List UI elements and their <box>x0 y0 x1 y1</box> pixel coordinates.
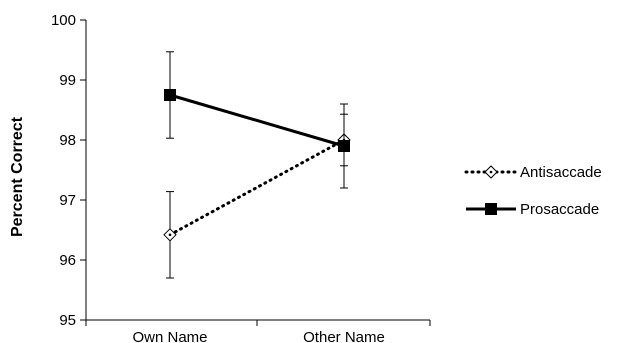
y-ticks: 95 96 97 98 99 100 <box>51 12 86 329</box>
legend: Antisaccade Prosaccade <box>464 164 602 218</box>
legend-marker <box>485 203 497 215</box>
legend-item-prosaccade: Prosaccade <box>466 201 599 218</box>
series-line <box>169 93 345 148</box>
data-point-center <box>168 233 172 237</box>
x-tick-label: Own Name <box>132 329 207 343</box>
legend-item-antisaccade: Antisaccade <box>464 164 602 181</box>
series-line <box>168 138 346 237</box>
series-prosaccade <box>164 51 350 189</box>
y-axis-title: Percent Correct <box>9 116 26 237</box>
data-point <box>164 89 176 101</box>
data-point <box>338 140 350 152</box>
legend-marker-center <box>489 170 493 174</box>
y-tick-label: 99 <box>59 72 76 89</box>
x-ticks: Own Name Other Name <box>85 320 431 343</box>
axes: 95 96 97 98 99 100 Own Name Other Name <box>51 12 431 343</box>
y-tick-label: 96 <box>59 252 76 269</box>
legend-label: Antisaccade <box>520 164 602 181</box>
y-tick-label: 100 <box>51 12 76 29</box>
series-layer <box>163 51 351 279</box>
y-tick-label: 97 <box>59 192 76 209</box>
y-tick-label: 98 <box>59 132 76 149</box>
legend-label: Prosaccade <box>520 201 599 218</box>
y-tick-label: 95 <box>59 312 76 329</box>
x-tick-label: Other Name <box>303 329 385 343</box>
